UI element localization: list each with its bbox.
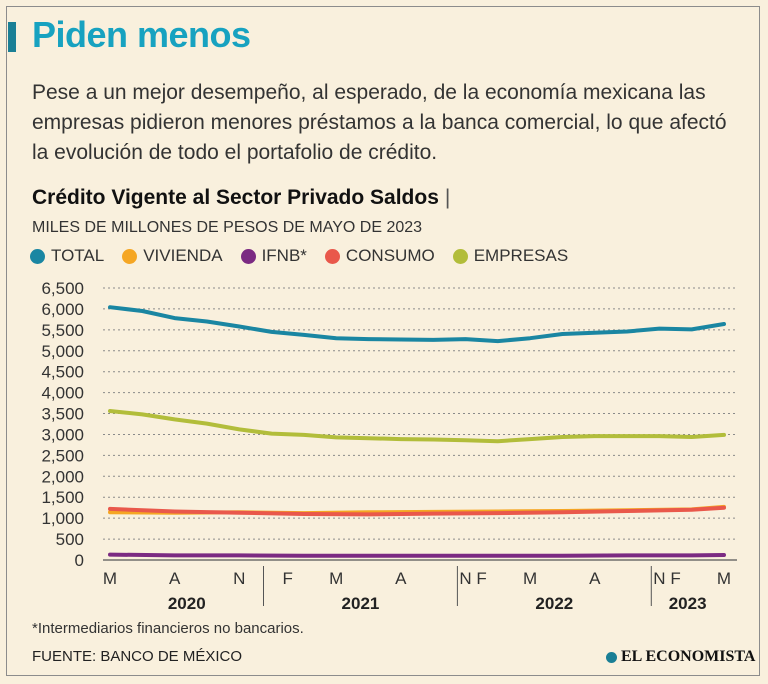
- brand-name: EL ECONOMISTA: [621, 648, 756, 665]
- chart-title: Crédito Vigente al Sector Privado Saldos…: [32, 186, 450, 210]
- x-tick-label: A: [169, 569, 181, 588]
- legend-label: VIVIENDA: [143, 246, 223, 265]
- legend-item-ifnb: IFNB*: [240, 246, 307, 266]
- series-line-empresas: [108, 409, 726, 444]
- y-tick-label: 0: [75, 551, 84, 570]
- y-tick-label: 2,000: [41, 467, 84, 486]
- chart-title-separator: |: [444, 186, 451, 209]
- legend-item-vivienda: VIVIENDA: [122, 246, 223, 266]
- x-tick-label: A: [589, 569, 601, 588]
- legend-label: EMPRESAS: [473, 246, 569, 265]
- y-tick-label: 1,000: [41, 509, 84, 528]
- legend-label: CONSUMO: [345, 246, 435, 265]
- x-tick-label: F: [283, 569, 293, 588]
- x-tick-label: N: [233, 569, 245, 588]
- y-tick-label: 3,500: [41, 405, 84, 424]
- page-title: Piden menos: [32, 14, 251, 55]
- legend-item-consumo: CONSUMO: [324, 246, 435, 266]
- x-tick-label: F: [476, 569, 486, 588]
- year-label: 2020: [168, 594, 206, 613]
- x-tick-label: M: [329, 569, 343, 588]
- legend-dot-icon: [30, 248, 45, 264]
- series-line-ifnb: [108, 552, 726, 558]
- x-tick-label: M: [523, 569, 537, 588]
- y-tick-label: 5,000: [41, 342, 84, 361]
- y-tick-label: 5,500: [41, 321, 84, 340]
- legend-dot-icon: [122, 248, 138, 264]
- x-tick-label: N: [653, 569, 665, 588]
- y-tick-label: 500: [56, 530, 84, 549]
- x-tick-label: M: [103, 569, 117, 588]
- source-label: FUENTE: BANCO DE MÉXICO: [32, 648, 243, 665]
- legend-dot-icon: [240, 248, 256, 264]
- legend-item-total: TOTAL: [30, 246, 104, 266]
- chart-units-label: MILES DE MILLONES DE PESOS DE MAYO DE 20…: [32, 219, 423, 236]
- year-label: 2022: [535, 594, 573, 613]
- y-tick-label: 6,500: [41, 279, 84, 298]
- legend-item-empresas: EMPRESAS: [452, 246, 569, 266]
- y-tick-label: 6,000: [41, 300, 84, 319]
- title-accent-bar: [8, 22, 16, 52]
- year-label: 2021: [342, 594, 380, 613]
- chart-legend: TOTAL VIVIENDA IFNB* CONSUMO EMPRESAS: [30, 246, 568, 266]
- series-line-total: [108, 305, 726, 344]
- y-tick-label: 1,500: [41, 488, 84, 507]
- brand-logo: EL ECONOMISTA: [606, 648, 755, 666]
- x-tick-label: N: [459, 569, 471, 588]
- y-tick-label: 4,000: [41, 384, 84, 403]
- legend-dot-icon: [324, 248, 340, 264]
- brand-mark-icon: [606, 651, 617, 663]
- legend-label: IFNB*: [261, 246, 307, 265]
- x-tick-label: F: [670, 569, 680, 588]
- footnote: *Intermediarios financieros no bancarios…: [32, 620, 304, 637]
- x-tick-label: A: [395, 569, 407, 588]
- y-tick-label: 3,000: [41, 425, 84, 444]
- y-tick-label: 2,500: [41, 446, 84, 465]
- x-tick-label: M: [717, 569, 731, 588]
- legend-dot-icon: [452, 248, 468, 264]
- y-tick-label: 4,500: [41, 363, 84, 382]
- series-line-consumo: [108, 505, 726, 517]
- chart-title-text: Crédito Vigente al Sector Privado Saldos: [32, 186, 439, 209]
- year-label: 2023: [669, 594, 707, 613]
- legend-label: TOTAL: [51, 246, 105, 265]
- page-subtitle: Pese a un mejor desempeño, al esperado, …: [32, 81, 727, 164]
